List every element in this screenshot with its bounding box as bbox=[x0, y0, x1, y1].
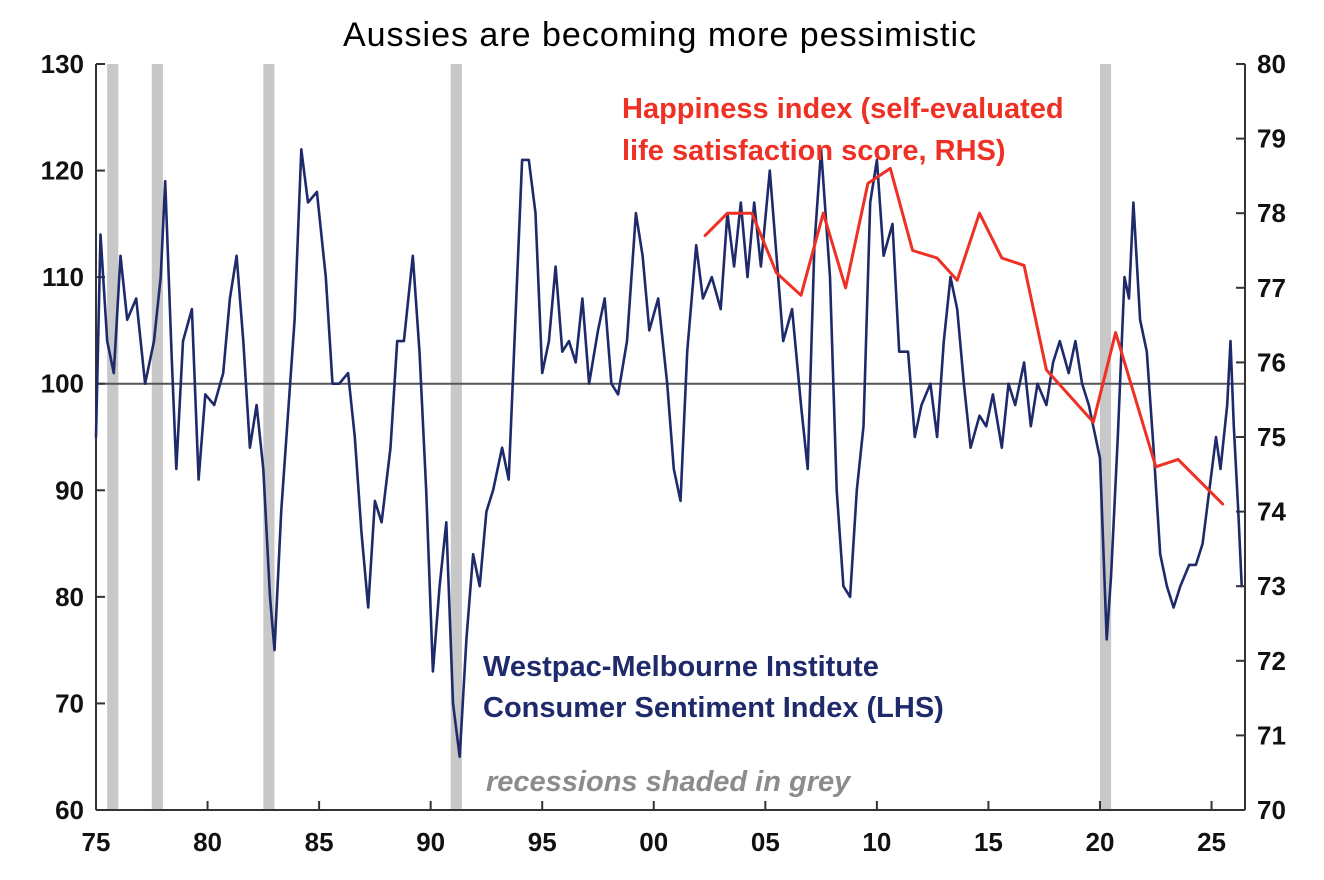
axes: 60 70 80 90 100 110 120 130 70 71 72 73 74 75 76 77 78 79… bbox=[41, 49, 1287, 857]
left-tick-label-60: 60 bbox=[55, 795, 84, 825]
right-tick-label-79: 79 bbox=[1257, 124, 1286, 154]
right-tick-label-78: 78 bbox=[1257, 198, 1286, 228]
right-tick-label-73: 73 bbox=[1257, 571, 1286, 601]
x-tick-label-2010: 10 bbox=[862, 827, 891, 857]
blue-series-label-line1: Westpac-Melbourne Institute bbox=[483, 651, 879, 683]
right-tick-label-74: 74 bbox=[1257, 497, 1286, 527]
recession-band-2 bbox=[151, 64, 163, 810]
x-tick-label-1980: 80 bbox=[193, 827, 222, 857]
recession-band-4 bbox=[450, 64, 462, 810]
left-tick-label-70: 70 bbox=[55, 688, 84, 718]
recession-band-3 bbox=[263, 64, 275, 810]
left-tick-label-100: 100 bbox=[41, 369, 84, 399]
recession-band-1 bbox=[107, 64, 119, 810]
x-tick-label-1990: 90 bbox=[416, 827, 445, 857]
left-tick-label-120: 120 bbox=[41, 156, 84, 186]
x-tick-label-1995: 95 bbox=[528, 827, 557, 857]
happiness-index-line bbox=[703, 166, 1225, 506]
left-tick-label-130: 130 bbox=[41, 49, 84, 79]
right-tick-label-77: 77 bbox=[1257, 273, 1286, 303]
x-tick-label-2025: 25 bbox=[1197, 827, 1226, 857]
right-tick-label-75: 75 bbox=[1257, 422, 1286, 452]
red-series-label-line1: Happiness index (self-evaluated bbox=[622, 93, 1064, 125]
annotations: Happiness index (self-evaluated life sat… bbox=[483, 93, 1064, 798]
right-tick-label-71: 71 bbox=[1257, 720, 1286, 750]
left-tick-label-90: 90 bbox=[55, 475, 84, 505]
recession-band-5 bbox=[1099, 64, 1112, 810]
chart-title: Aussies are becoming more pessimistic bbox=[343, 16, 977, 54]
red-series-label-line2: life satisfaction score, RHS) bbox=[622, 135, 1006, 167]
left-tick-label-80: 80 bbox=[55, 582, 84, 612]
x-tick-label-2015: 15 bbox=[974, 827, 1003, 857]
blue-series-label-line2: Consumer Sentiment Index (LHS) bbox=[483, 692, 944, 724]
x-tick-label-1985: 85 bbox=[305, 827, 334, 857]
x-tick-label-1975: 75 bbox=[82, 827, 111, 857]
right-tick-label-72: 72 bbox=[1257, 646, 1286, 676]
x-tick-label-2000: 00 bbox=[639, 827, 668, 857]
consumer-sentiment-line bbox=[94, 148, 1243, 758]
right-tick-label-80: 80 bbox=[1257, 49, 1286, 79]
x-tick-label-2020: 20 bbox=[1086, 827, 1115, 857]
recession-bands bbox=[107, 64, 1112, 810]
x-tick-label-2005: 05 bbox=[751, 827, 780, 857]
left-tick-label-110: 110 bbox=[42, 262, 84, 292]
right-tick-label-76: 76 bbox=[1257, 347, 1286, 377]
right-tick-label-70: 70 bbox=[1257, 795, 1286, 825]
series-lines bbox=[94, 148, 1243, 758]
recession-note: recessions shaded in grey bbox=[486, 766, 852, 798]
